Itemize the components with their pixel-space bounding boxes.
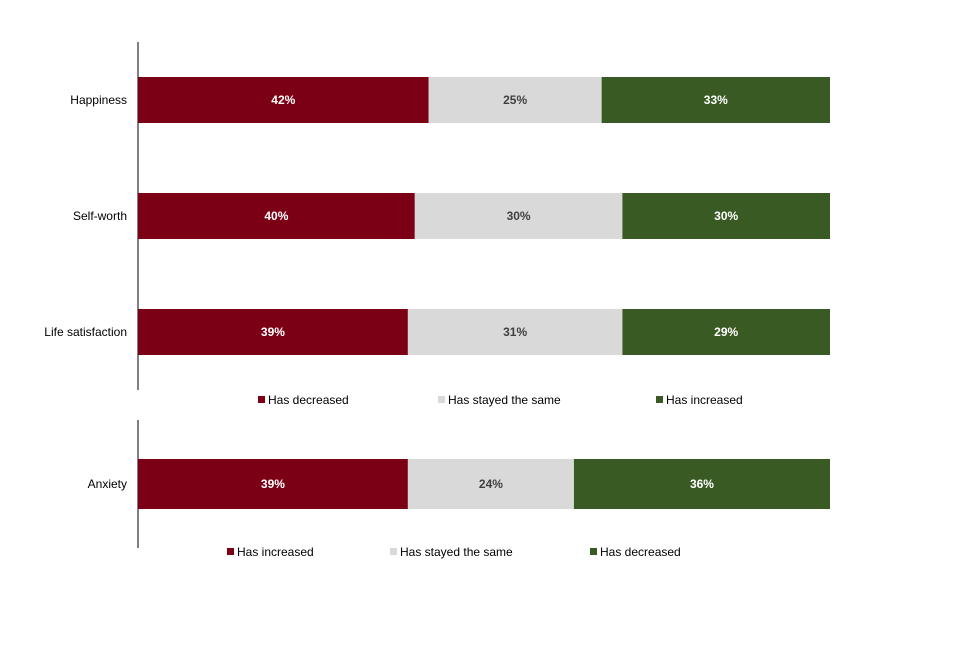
bar-segment	[622, 309, 830, 355]
bar-segment	[407, 309, 623, 355]
bar-segment	[138, 309, 408, 355]
legend-label: Has stayed the same	[448, 393, 561, 407]
category-label: Happiness	[70, 93, 127, 107]
legend-label: Has decreased	[600, 545, 681, 559]
legend-swatch	[438, 396, 445, 403]
bar-segment	[138, 459, 408, 509]
legend-swatch	[590, 548, 597, 555]
data-label: 30%	[714, 209, 738, 223]
data-label: 36%	[690, 477, 714, 491]
bar-segment	[573, 459, 830, 509]
legend-swatch	[656, 396, 663, 403]
data-label: 42%	[271, 93, 295, 107]
data-label: 24%	[479, 477, 503, 491]
legend-swatch	[227, 548, 234, 555]
bar-segment	[601, 77, 830, 123]
category-label: Life satisfaction	[44, 325, 127, 339]
data-label: 40%	[264, 209, 288, 223]
legend-swatch	[390, 548, 397, 555]
legend-label: Has stayed the same	[400, 545, 513, 559]
bar-segment	[138, 77, 429, 123]
category-label: Self-worth	[73, 209, 127, 223]
category-label: Anxiety	[88, 477, 127, 491]
data-label: 25%	[503, 93, 527, 107]
bar-segment	[622, 193, 830, 239]
data-label: 30%	[507, 209, 531, 223]
bar-segment	[138, 193, 415, 239]
data-label: 31%	[503, 325, 527, 339]
data-label: 29%	[714, 325, 738, 339]
bar-segment	[414, 193, 623, 239]
data-label: 33%	[704, 93, 728, 107]
legend-label: Has increased	[666, 393, 743, 407]
bar-segment	[407, 459, 574, 509]
data-label: 39%	[261, 477, 285, 491]
bar-segment	[428, 77, 602, 123]
legend-label: Has increased	[237, 545, 314, 559]
legend-swatch	[258, 396, 265, 403]
data-label: 39%	[261, 325, 285, 339]
legend-label: Has decreased	[268, 393, 349, 407]
